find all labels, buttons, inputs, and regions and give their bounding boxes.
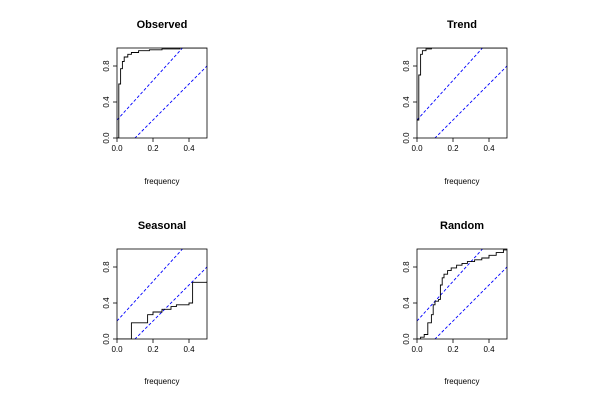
x-axis-label: frequency	[444, 177, 479, 186]
x-tick-label: 0.2	[147, 144, 159, 153]
x-axis-label: frequency	[144, 177, 179, 186]
confidence-band-line	[134, 65, 207, 138]
confidence-band-line	[417, 48, 484, 121]
plot-frame	[116, 47, 208, 139]
y-tick-label: 0.4	[402, 96, 411, 108]
x-tick-label: 0.0	[411, 345, 423, 354]
y-tick-label: 0.8	[402, 60, 411, 72]
panel-observed: Observed frequency 0.0 0.2 0.4 0.0 0.4 0.8	[102, 19, 208, 186]
y-tick-label: 0.0	[102, 333, 111, 345]
panel-title: Random	[440, 220, 484, 232]
x-tick-label: 0.4	[183, 144, 195, 153]
panel-title: Trend	[447, 19, 477, 31]
confidence-band-line	[117, 48, 184, 121]
cumulative-periodogram-line	[417, 48, 507, 121]
x-axis-label: frequency	[444, 377, 479, 386]
x-tick-label: 0.2	[147, 345, 159, 354]
y-tick-label: 0.0	[402, 132, 411, 144]
y-tick-label: 0.8	[102, 60, 111, 72]
confidence-band-line	[434, 266, 507, 339]
y-tick-label: 0.0	[102, 132, 111, 144]
x-tick-label: 0.4	[183, 345, 195, 354]
confidence-band-line	[417, 249, 484, 322]
panel-title: Observed	[137, 19, 188, 31]
confidence-band-line	[434, 65, 507, 138]
y-tick-label: 0.4	[402, 297, 411, 309]
x-tick-label: 0.4	[483, 345, 495, 354]
y-tick-label: 0.8	[102, 261, 111, 273]
x-tick-label: 0.0	[111, 144, 123, 153]
panel-title: Seasonal	[138, 220, 186, 232]
x-tick-label: 0.4	[483, 144, 495, 153]
y-tick-label: 0.4	[102, 96, 111, 108]
plot-frame	[116, 248, 208, 340]
plot-frame	[416, 248, 508, 340]
confidence-band-line	[134, 266, 207, 339]
panel-random: Random frequency 0.0 0.2 0.4 0.0 0.4 0.8	[402, 220, 508, 386]
x-tick-label: 0.0	[411, 144, 423, 153]
x-tick-label: 0.0	[111, 345, 123, 354]
cumulative-periodogram-line	[417, 249, 507, 339]
panel-seasonal: Seasonal frequency 0.0 0.2 0.4 0.0 0.4 0.8	[102, 220, 208, 386]
x-tick-label: 0.2	[447, 345, 459, 354]
panel-trend: Trend frequency 0.0 0.2 0.4 0.0 0.4 0.8	[402, 19, 508, 186]
confidence-band-line	[117, 249, 184, 322]
y-tick-label: 0.8	[402, 261, 411, 273]
cumulative-periodogram-line	[117, 281, 207, 339]
y-tick-label: 0.0	[402, 333, 411, 345]
x-tick-label: 0.2	[447, 144, 459, 153]
x-axis-label: frequency	[144, 377, 179, 386]
y-tick-label: 0.4	[102, 297, 111, 309]
cumulative-periodogram-line	[117, 48, 207, 138]
plot-frame	[416, 47, 508, 139]
